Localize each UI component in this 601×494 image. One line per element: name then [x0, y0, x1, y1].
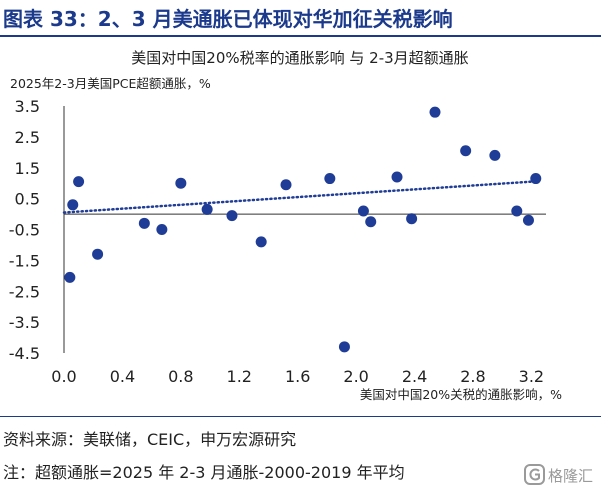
data-point: [391, 171, 403, 183]
x-tick-label: 0.0: [51, 367, 76, 386]
x-tick-label: 0.4: [110, 367, 135, 386]
data-point: [255, 236, 267, 248]
data-point: [429, 106, 441, 118]
footer-rule: [0, 416, 601, 417]
y-tick-label: -3.5: [9, 313, 40, 332]
data-point: [460, 145, 472, 157]
data-point: [92, 248, 104, 260]
data-point: [357, 205, 369, 217]
data-point: [530, 173, 542, 185]
data-point: [522, 214, 534, 226]
data-point: [365, 216, 377, 228]
data-point: [138, 217, 150, 229]
data-point: [175, 177, 187, 189]
data-point: [201, 203, 213, 215]
data-point: [73, 176, 85, 188]
y-tick-label: -0.5: [9, 221, 40, 240]
scatter-chart: 美国对中国20%税率的通胀影响 与 2-3月超额通胀 2025年2-3月美国PCE…: [9, 49, 562, 402]
x-axis-label: 美国对中国20%关税的通胀影响，%: [360, 387, 562, 402]
data-point: [338, 341, 350, 353]
chart-title: 美国对中国20%税率的通胀影响 与 2-3月超额通胀: [131, 49, 468, 67]
source-note: 资料来源：美联储，CEIC，申万宏源研究: [3, 430, 297, 449]
y-tick-label: 2.5: [15, 128, 40, 147]
x-tick-label: 2.0: [343, 367, 368, 386]
trend-line: [62, 180, 533, 214]
data-point: [156, 224, 168, 235]
x-tick-label: 1.2: [227, 367, 252, 386]
data-point: [324, 173, 336, 185]
data-point: [489, 149, 501, 161]
x-tick-label: 2.8: [460, 367, 485, 386]
report-header: 图表 33：2、3 月美通胀已体现对华加征关税影响: [0, 0, 601, 38]
y-tick-label: 3.5: [15, 97, 40, 116]
watermark-logo: 格隆汇: [524, 462, 596, 488]
data-point: [280, 179, 292, 191]
data-point: [226, 210, 238, 222]
definition-note: 注：超额通胀=2025 年 2-3 月通胀-2000-2019 年平均: [3, 463, 405, 482]
y-tick-label: -1.5: [9, 251, 40, 270]
data-point: [67, 199, 79, 211]
y-tick-label: -2.5: [9, 282, 40, 301]
x-tick-label: 2.4: [402, 367, 427, 386]
y-axis-label: 2025年2-3月美国PCE超额通胀，%: [10, 76, 211, 91]
watermark-text: 格隆汇: [548, 467, 593, 485]
y-tick-label: -4.5: [9, 344, 40, 363]
data-point: [406, 213, 418, 225]
y-tick-label: 0.5: [15, 190, 40, 209]
logo-icon: 格隆汇: [524, 464, 593, 485]
y-tick-label: 1.5: [15, 159, 40, 178]
data-point: [64, 271, 76, 283]
figure-title: 图表 33：2、3 月美通胀已体现对华加征关税影响: [3, 7, 453, 31]
x-tick-label: 3.2: [519, 367, 544, 386]
data-point: [511, 205, 523, 217]
x-tick-label: 0.8: [168, 367, 193, 386]
title-rule: [0, 35, 601, 37]
x-tick-label: 1.6: [285, 367, 310, 386]
